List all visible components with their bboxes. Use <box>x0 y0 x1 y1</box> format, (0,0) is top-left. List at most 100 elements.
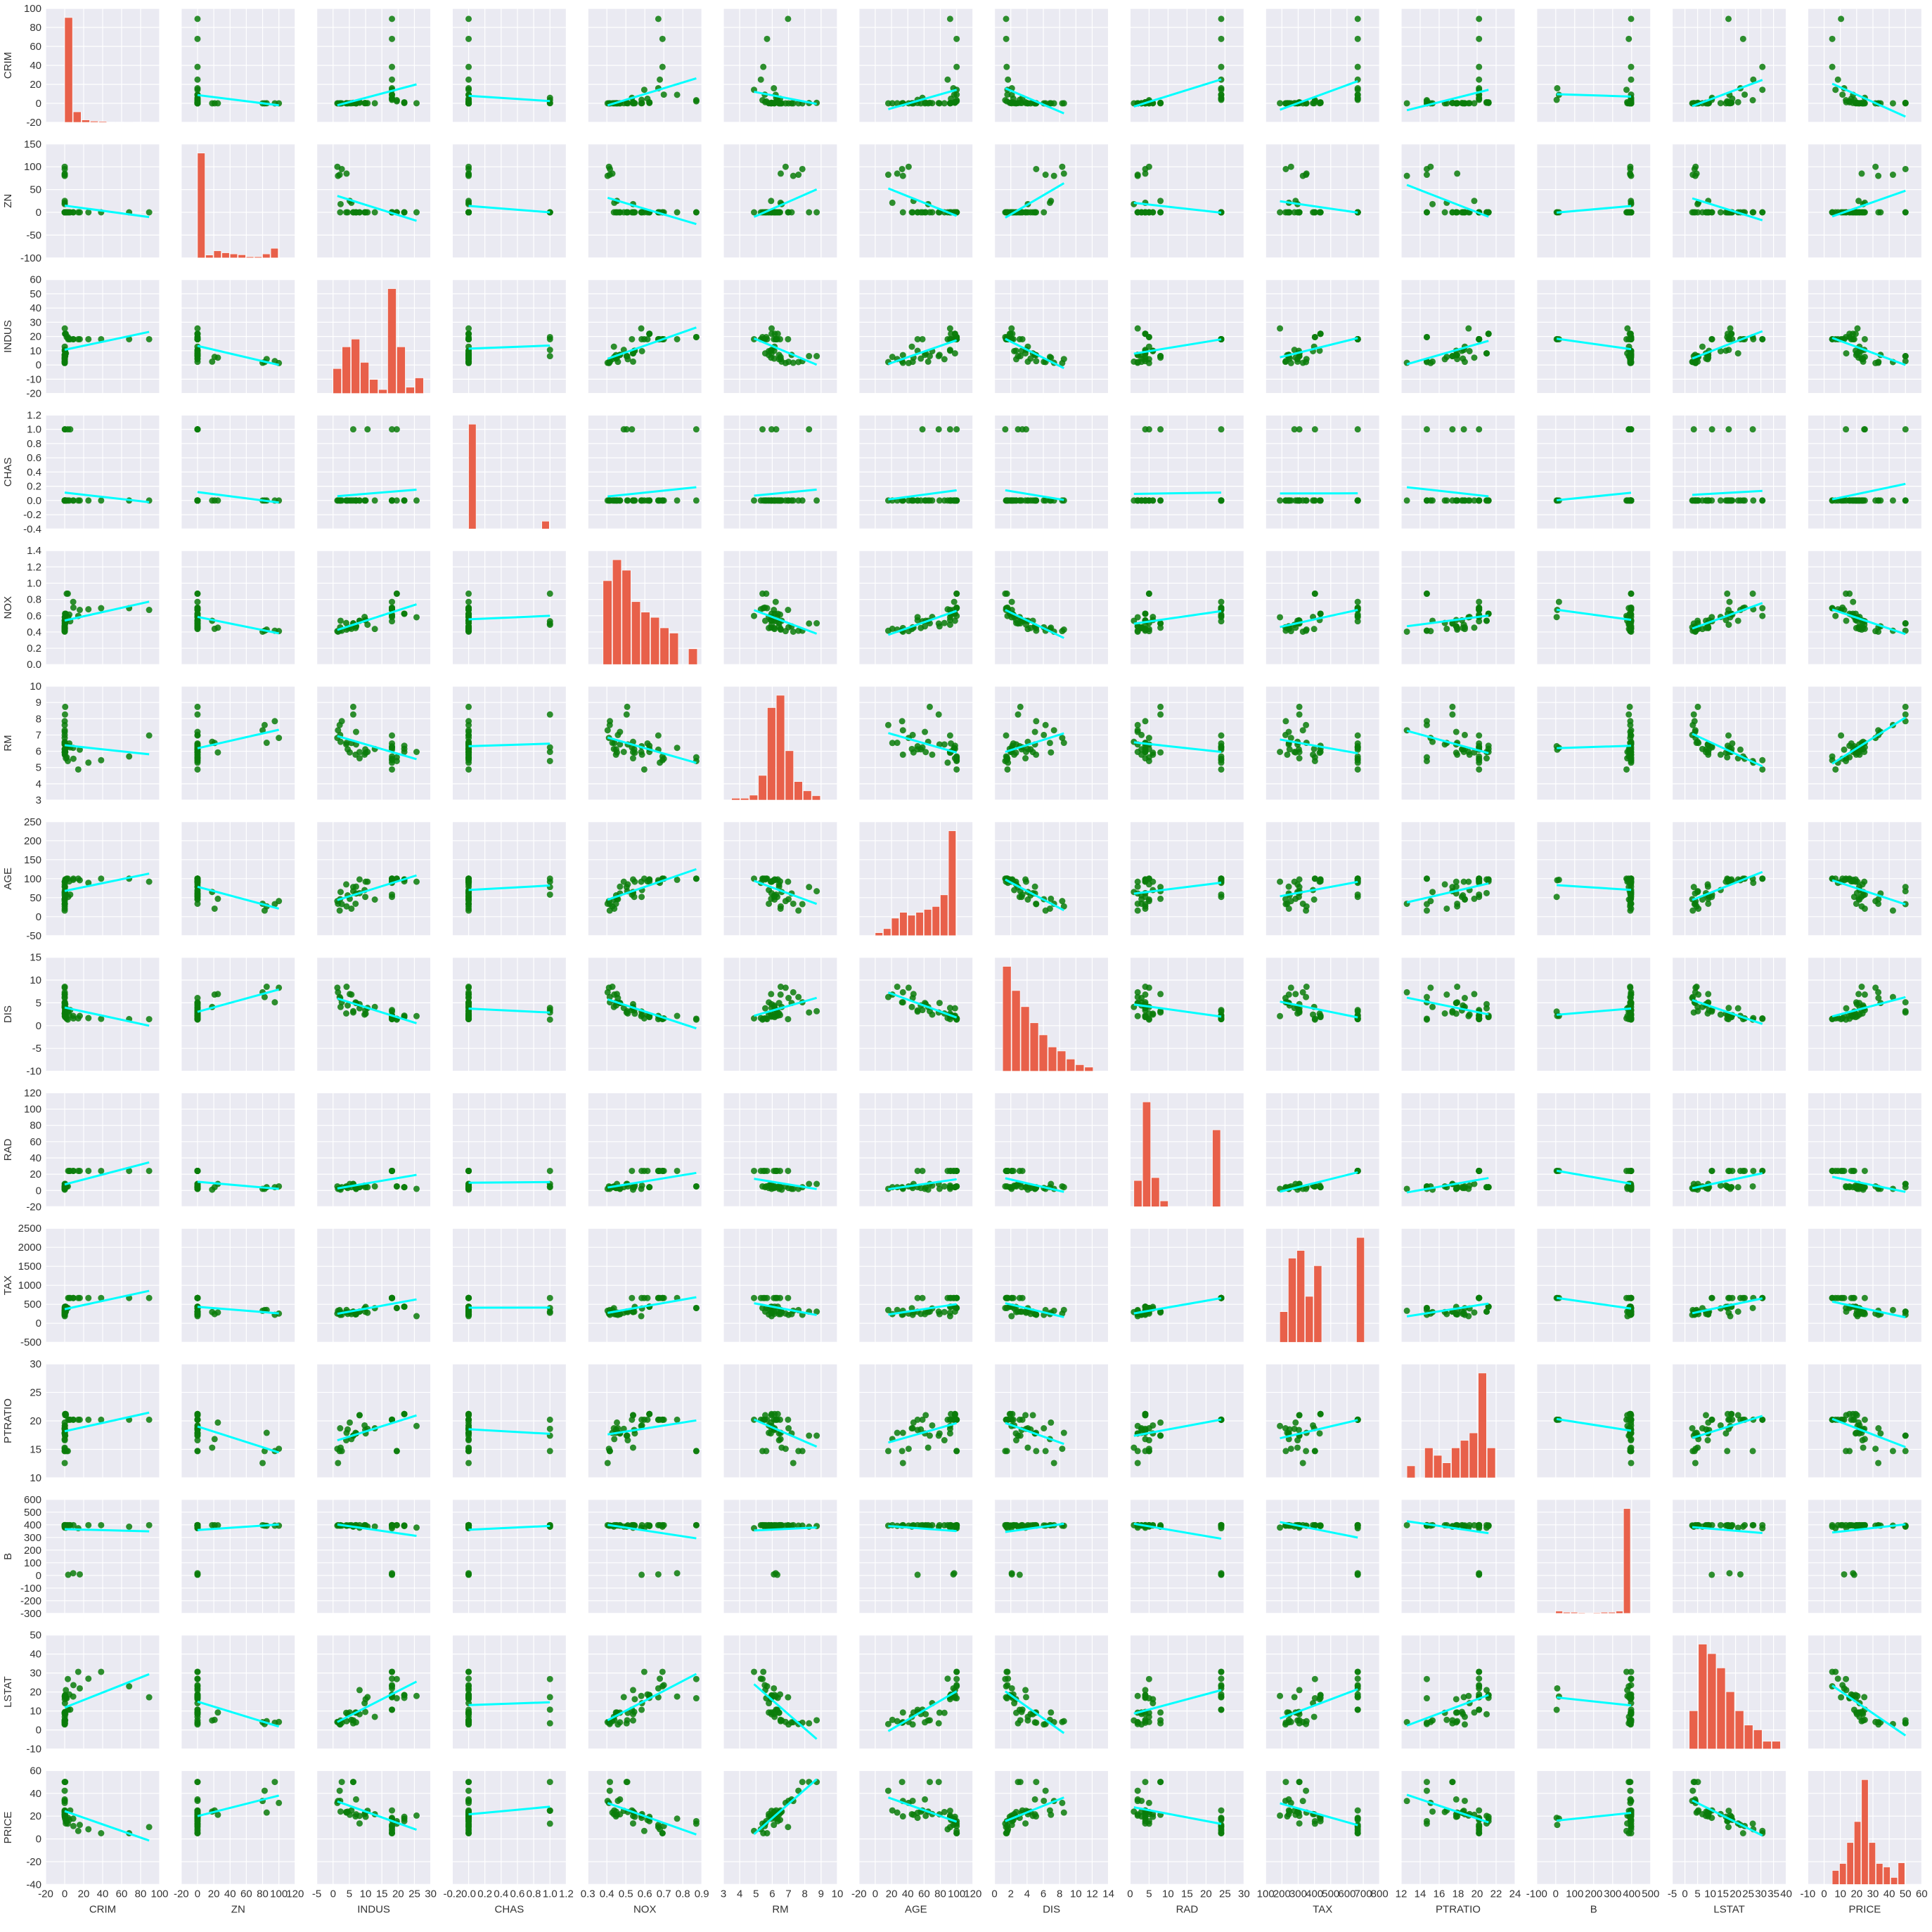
scatter-point <box>1003 15 1010 22</box>
panel <box>587 143 702 259</box>
panel <box>1807 143 1922 259</box>
scatter-point <box>546 353 553 360</box>
scatter-point <box>1059 100 1066 107</box>
scatter-point <box>1832 612 1839 619</box>
y-tick-label: 0.0 <box>27 495 41 507</box>
scatter-point <box>1317 497 1324 504</box>
scatter-point <box>757 76 764 83</box>
scatter-point <box>62 610 69 617</box>
scatter-point <box>336 497 343 504</box>
scatter-point <box>1004 91 1011 98</box>
scatter-point <box>764 35 771 42</box>
scatter-point <box>1734 350 1741 357</box>
scatter-point <box>1460 100 1467 107</box>
scatter-point <box>1483 350 1490 357</box>
scatter-point <box>465 15 472 22</box>
scatter-point <box>1852 99 1859 106</box>
scatter-point <box>771 85 778 92</box>
scatter-point <box>1860 497 1867 504</box>
histogram-bar <box>794 781 803 801</box>
scatter-point <box>389 497 396 504</box>
scatter-point <box>1852 330 1859 337</box>
scatter-point <box>361 497 368 504</box>
scatter-point <box>194 624 201 631</box>
panel <box>1129 685 1245 801</box>
scatter-point <box>693 333 700 340</box>
scatter-point <box>1303 172 1310 179</box>
scatter-point <box>1142 497 1149 504</box>
scatter-point <box>1889 100 1896 107</box>
panel <box>1129 414 1245 530</box>
panel <box>587 8 702 123</box>
scatter-point <box>917 355 925 362</box>
scatter-point <box>61 711 68 718</box>
scatter-point <box>1902 620 1909 627</box>
scatter-point <box>1717 209 1724 216</box>
scatter-point <box>1354 35 1361 42</box>
scatter-point <box>1759 86 1766 94</box>
panel <box>1129 8 1245 123</box>
scatter-point <box>1138 624 1145 631</box>
scatter-point <box>465 209 472 216</box>
scatter-point <box>1850 335 1857 342</box>
scatter-point <box>276 735 283 742</box>
scatter-point <box>1218 497 1225 504</box>
scatter-point <box>1027 209 1034 216</box>
scatter-point <box>1699 343 1706 350</box>
scatter-point <box>1027 355 1034 362</box>
scatter-point <box>1839 91 1846 98</box>
scatter-point <box>768 426 775 433</box>
fit-line <box>1133 338 1222 355</box>
histogram-bar <box>72 111 82 123</box>
scatter-point <box>1625 426 1632 433</box>
scatter-point <box>693 426 700 433</box>
scatter-point <box>1287 163 1294 170</box>
scatter-point <box>884 721 891 728</box>
scatter-point <box>546 757 553 764</box>
scatter-point <box>146 607 153 614</box>
scatter-point <box>194 335 201 342</box>
panel-marks <box>884 163 960 217</box>
scatter-point <box>889 100 896 107</box>
scatter-point <box>62 330 69 337</box>
scatter-point <box>1027 624 1034 631</box>
scatter-point <box>1734 617 1741 624</box>
y-tick-label: 0.0 <box>27 659 41 671</box>
panel-marks <box>751 15 820 107</box>
scatter-point <box>935 100 942 107</box>
fit-line <box>1005 337 1064 370</box>
scatter-point <box>1843 617 1850 624</box>
scatter-point <box>1149 751 1157 758</box>
scatter-point <box>806 620 813 627</box>
scatter-point <box>271 718 278 725</box>
scatter-point <box>768 198 775 205</box>
scatter-point <box>1476 63 1483 70</box>
scatter-point <box>1483 617 1490 624</box>
scatter-point <box>1485 330 1492 337</box>
histogram-bar <box>612 559 622 665</box>
panel <box>993 550 1109 665</box>
panel <box>1129 143 1245 259</box>
scatter-point <box>638 497 645 504</box>
fit-line <box>1280 80 1358 111</box>
scatter-point <box>777 497 784 504</box>
scatter-point <box>1872 628 1879 635</box>
scatter-point <box>146 732 153 739</box>
scatter-point <box>465 199 472 206</box>
scatter-point <box>211 497 218 504</box>
scatter-point <box>1875 172 1882 179</box>
scatter-point <box>1759 605 1766 612</box>
scatter-point <box>1048 749 1055 756</box>
scatter-point <box>1554 85 1561 92</box>
scatter-point <box>1291 209 1298 216</box>
scatter-point <box>646 330 653 337</box>
scatter-point <box>629 358 636 365</box>
panel-marks <box>1689 163 1766 221</box>
scatter-point <box>1627 355 1634 362</box>
scatter-point <box>1145 735 1152 742</box>
scatter-point <box>612 497 619 504</box>
scatter-point <box>1003 732 1010 739</box>
scatter-point <box>806 353 813 360</box>
scatter-point <box>1134 172 1141 179</box>
panel <box>1536 143 1651 259</box>
